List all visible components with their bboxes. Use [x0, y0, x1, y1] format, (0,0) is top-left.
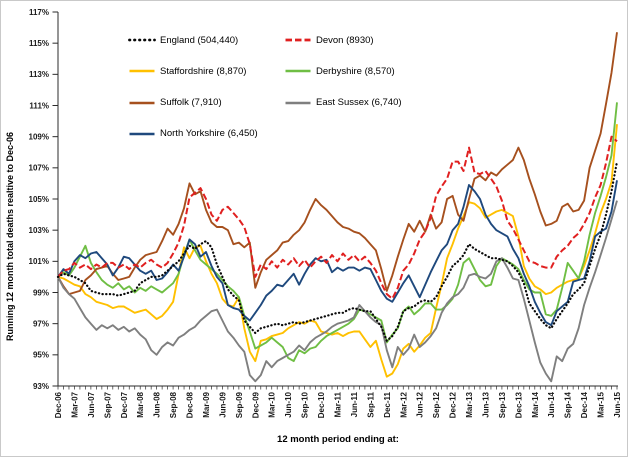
series-line-suffolk	[57, 32, 618, 296]
y-tick-label: 113%	[29, 70, 49, 79]
y-tick-label: 109%	[29, 132, 49, 141]
y-tick-label: 95%	[33, 351, 49, 360]
x-tick-label: Jun-11	[350, 391, 359, 417]
y-tick-label: 97%	[33, 319, 49, 328]
x-tick-label: Dec-11	[383, 391, 392, 417]
series-line-derbyshire	[57, 102, 618, 363]
x-tick-label: Jun-15	[613, 391, 622, 417]
series-line-devon	[57, 135, 618, 300]
x-tick-label: Sep-14	[564, 391, 573, 418]
x-tick-label: Dec-12	[449, 391, 458, 418]
series-line-staffordshire	[57, 124, 618, 378]
x-tick-label: Mar-11	[334, 391, 343, 417]
x-tick-label: Sep-10	[301, 391, 310, 418]
y-tick-label: 117%	[29, 8, 49, 17]
x-tick-label: Jun-12	[416, 391, 425, 417]
y-tick-label: 115%	[29, 39, 49, 48]
x-tick-label: Mar-07	[70, 391, 79, 417]
series-line-north-yorkshire	[57, 180, 618, 327]
x-tick-label: Dec-06	[54, 391, 63, 418]
x-tick-label: Jun-09	[218, 391, 227, 417]
x-tick-label: Dec-14	[580, 391, 589, 418]
y-tick-label: 101%	[29, 257, 49, 266]
x-tick-label: Mar-12	[399, 391, 408, 417]
y-tick-label: 111%	[29, 101, 49, 110]
x-tick-label: Jun-07	[87, 391, 96, 417]
x-tick-label: Mar-13	[465, 391, 474, 417]
x-tick-label: Mar-15	[597, 391, 606, 417]
x-tick-label: Dec-13	[514, 391, 523, 418]
x-tick-label: Dec-07	[120, 391, 129, 418]
series-line-england	[56, 160, 619, 342]
y-tick-label: 99%	[33, 288, 49, 297]
x-tick-label: Mar-08	[136, 391, 145, 417]
x-tick-label: Jun-10	[284, 391, 293, 417]
x-tick-label: Dec-08	[186, 391, 195, 418]
x-tick-label: Jun-08	[153, 391, 162, 417]
series-line-east-sussex	[57, 200, 618, 383]
x-tick-label: Dec-10	[317, 391, 326, 418]
x-tick-label: Sep-13	[498, 391, 507, 418]
x-tick-label: Jun-14	[547, 391, 556, 417]
y-tick-label: 105%	[29, 195, 49, 204]
x-tick-label: Jun-13	[481, 391, 490, 417]
x-axis-title: 12 month period ending at:	[277, 434, 399, 445]
x-tick-label: Sep-09	[235, 391, 244, 418]
x-tick-label: Sep-07	[103, 391, 112, 418]
x-tick-label: Mar-14	[531, 391, 540, 417]
y-tick-label: 107%	[29, 164, 49, 173]
y-tick-label: 103%	[29, 226, 49, 235]
x-tick-label: Sep-12	[432, 391, 441, 418]
y-tick-label: 93%	[33, 382, 49, 391]
x-tick-label: Sep-08	[169, 391, 178, 418]
x-tick-label: Sep-11	[366, 391, 375, 417]
x-tick-label: Dec-09	[251, 391, 260, 418]
x-tick-label: Mar-10	[268, 391, 277, 417]
x-tick-label: Mar-09	[202, 391, 211, 417]
